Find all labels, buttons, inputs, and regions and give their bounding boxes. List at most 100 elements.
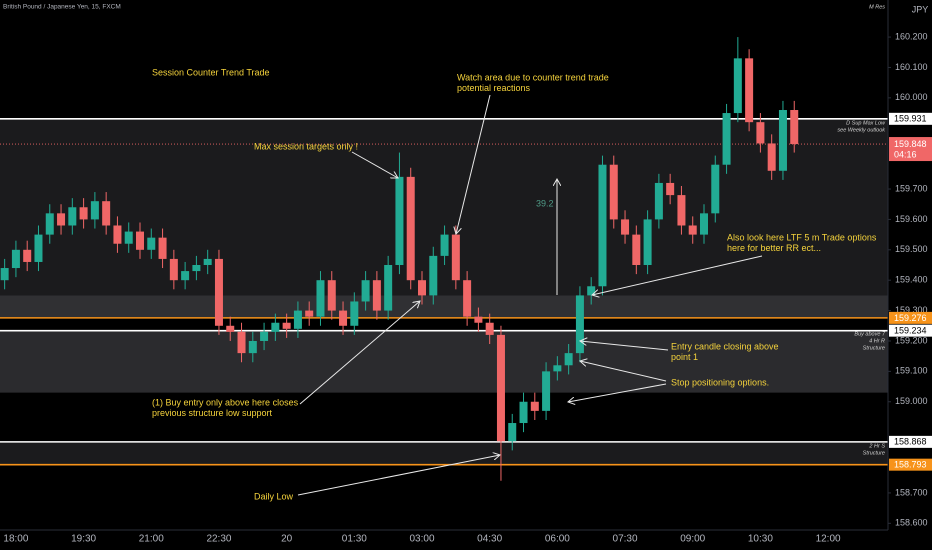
level-label: 158.793 (894, 460, 927, 470)
y-tick-label: 159.500 (895, 244, 928, 254)
candle-body (451, 234, 460, 281)
level-label: 159.276 (894, 313, 927, 323)
candle-body (0, 268, 9, 281)
candle-body (474, 316, 483, 323)
candle-body (722, 113, 731, 165)
candle-body (778, 110, 787, 171)
x-tick-label: 12:00 (816, 534, 841, 545)
levels (0, 118, 888, 466)
x-tick-label: 22:30 (206, 534, 231, 545)
x-tick-label: 09:00 (680, 534, 705, 545)
candle-body (790, 110, 799, 145)
candles (0, 37, 799, 481)
candle-body (339, 310, 348, 326)
zone (0, 441, 888, 465)
y-tick-label: 158.600 (895, 518, 928, 528)
x-tick-label: 10:30 (748, 534, 773, 545)
zones (0, 118, 888, 465)
candle-body (767, 143, 776, 171)
level-label-bg (889, 458, 932, 471)
candle-body (136, 231, 144, 250)
arrow (351, 151, 398, 178)
candle-body (553, 365, 562, 372)
candle-body (11, 249, 20, 269)
candle-body (158, 237, 167, 259)
y-tick-label: 160.200 (895, 31, 928, 41)
candle-body (293, 310, 302, 329)
candle-body (34, 234, 43, 262)
x-tick-label: 04:30 (477, 534, 502, 545)
level-note: D Sup Max Low (846, 120, 886, 126)
x-tick-label: 03:00 (409, 534, 434, 545)
candle-body (700, 213, 708, 235)
y-tick-label: 159.400 (895, 275, 928, 285)
level-label: 159.931 (894, 114, 927, 124)
level-note: Structure (863, 450, 885, 456)
candle-body (519, 401, 528, 424)
x-tick-label: 19:30 (71, 534, 96, 545)
candle-body (113, 225, 122, 244)
axes: 160.200 160.100 160.000 159.700 159.600 159.5… (3, 31, 932, 545)
candle-body (440, 234, 449, 256)
level-label: 158.868 (894, 437, 927, 447)
current-price-bg (889, 137, 932, 162)
x-tick-label: 21:00 (139, 534, 164, 545)
candle-body (564, 353, 573, 366)
candle-body (395, 176, 404, 265)
candle-body (598, 164, 607, 287)
zone (0, 330, 888, 393)
annotation: previous structure low support (152, 408, 273, 418)
candle-body (102, 201, 111, 226)
candle-body (406, 176, 415, 281)
y-tick-label: 159.300 (895, 305, 928, 315)
candle-body (429, 255, 438, 296)
candle-body (181, 271, 190, 281)
candle-body (203, 258, 212, 265)
candle-body (23, 249, 32, 262)
candle-body (57, 213, 66, 226)
level-label-bg (889, 112, 932, 125)
annotation: Session Counter Trend Trade (152, 67, 270, 77)
candle-body (496, 334, 505, 442)
candle-body (79, 207, 88, 220)
candle-body (530, 401, 539, 411)
x-tick-label: 20 (281, 534, 293, 545)
measure-label: 39.2 (536, 198, 554, 208)
annotation: point 1 (671, 352, 698, 362)
candle-body (485, 322, 494, 335)
annotation: here for better RR ect... (727, 243, 821, 253)
arrow (299, 301, 420, 405)
candle-body (677, 195, 686, 226)
x-tick-label: 07:30 (613, 534, 638, 545)
annotation: Watch area due to counter trend trade (457, 72, 609, 82)
price-axis-bg (888, 0, 932, 550)
level-note: 4 Hr R (869, 338, 885, 344)
arrows (297, 94, 763, 496)
current-price-label: 159.848 (894, 139, 927, 149)
candle-body (609, 164, 618, 220)
candle-body (756, 122, 765, 144)
annotation: Also look here LTF 5 m Trade options (727, 232, 877, 242)
candle-body (745, 58, 754, 123)
zone (0, 118, 888, 296)
level-label-bg (889, 435, 932, 448)
arrow (456, 94, 491, 234)
candle-body (643, 219, 652, 265)
level-note: Structure (863, 345, 885, 351)
arrow (568, 383, 667, 402)
level-note: 2 Hr S (868, 443, 885, 449)
arrow (580, 361, 667, 382)
chart-title: British Pound / Japanese Yen, 15, FXCM (3, 4, 121, 11)
candle-body (350, 301, 359, 326)
candle-body (688, 225, 697, 235)
y-tick-label: 160.100 (895, 62, 928, 72)
level-label-bg (889, 311, 932, 324)
candle-body (463, 280, 472, 317)
candle-body (508, 423, 517, 442)
candle-body (733, 58, 742, 114)
candle-body (666, 182, 675, 196)
candle-body (90, 201, 99, 220)
candle-body (327, 280, 336, 311)
candle-body (226, 325, 235, 332)
